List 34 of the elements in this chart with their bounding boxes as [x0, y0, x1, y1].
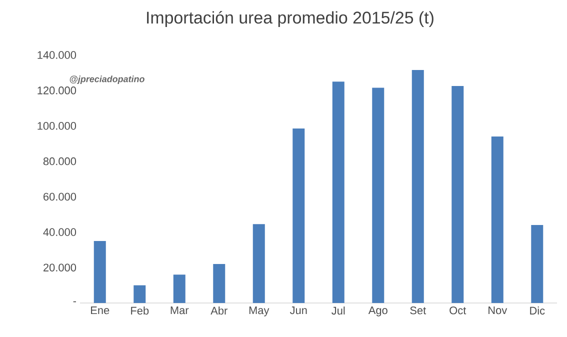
x-tick-label: May — [249, 306, 270, 316]
annotation: @jpreciadopatino — [70, 76, 144, 84]
x-tick-label: Jun — [290, 306, 307, 314]
y-tick-label: 80.000 — [43, 157, 76, 166]
y-tick-label: 60.000 — [44, 192, 76, 201]
y-tick-label: 20.000 — [44, 264, 76, 272]
bar — [372, 88, 384, 303]
y-tick-label: - — [73, 301, 76, 302]
x-tick-label: Abr — [210, 306, 228, 315]
x-tick-label: Feb — [131, 306, 149, 315]
chart-title: Importación urea promedio 2015/25 (t) — [147, 11, 434, 27]
y-tick-label: 40.000 — [43, 228, 76, 236]
bar — [213, 264, 226, 303]
x-tick-label: Dic — [530, 306, 545, 315]
bar — [412, 70, 424, 303]
x-tick-label: Jul — [332, 306, 345, 315]
y-tick-label: 140.000 — [38, 51, 76, 59]
x-tick-label: Ago — [368, 306, 388, 316]
y-tick-label: 120.000 — [38, 86, 76, 94]
y-tick-label: 100.000 — [38, 122, 76, 130]
bar — [292, 128, 305, 303]
bar — [491, 136, 504, 303]
x-tick-label: Oct — [450, 306, 466, 314]
bar — [531, 225, 544, 303]
bar — [94, 241, 106, 303]
bar — [134, 285, 146, 303]
x-tick-label: Ene — [91, 306, 110, 314]
x-tick-label: Set — [410, 306, 426, 314]
bar — [173, 274, 186, 303]
bar — [452, 86, 464, 303]
x-tick-label: Nov — [488, 306, 508, 314]
bar — [332, 82, 344, 303]
x-tick-label: Mar — [170, 306, 189, 314]
bar — [252, 224, 265, 303]
